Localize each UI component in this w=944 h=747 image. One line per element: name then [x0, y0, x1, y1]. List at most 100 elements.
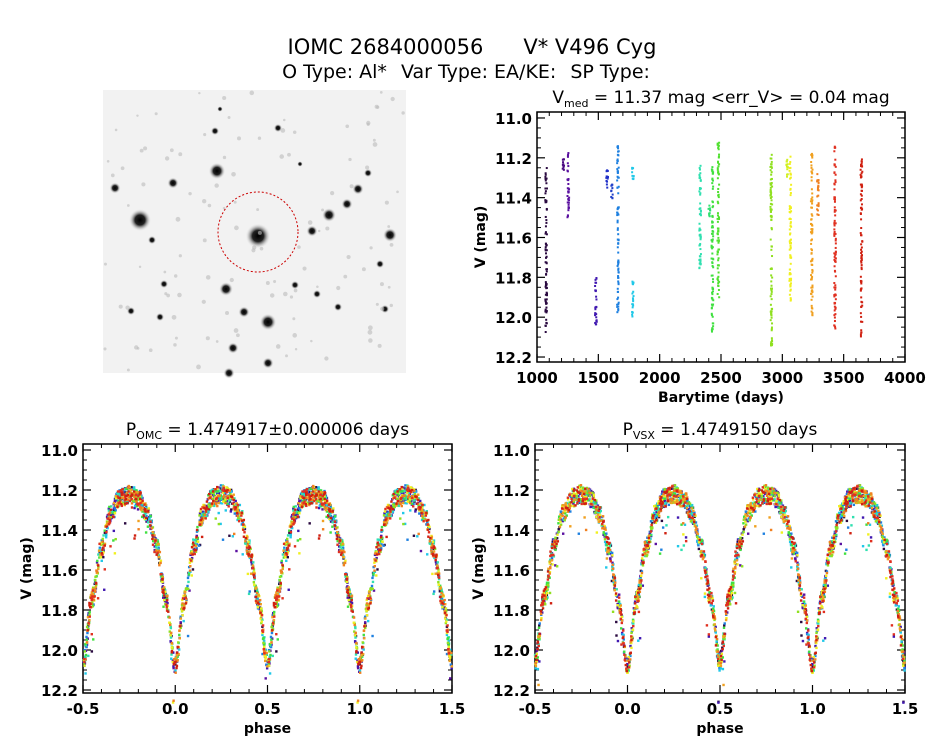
- data-point: [626, 657, 629, 660]
- data-point: [94, 578, 97, 582]
- data-point: [319, 493, 323, 497]
- data-point: [220, 497, 223, 500]
- data-point: [400, 492, 403, 495]
- data-point: [716, 161, 719, 164]
- data-point: [769, 186, 772, 189]
- data-point: [826, 584, 830, 587]
- data-point: [833, 146, 836, 149]
- data-point: [615, 634, 618, 637]
- data-point: [617, 283, 620, 286]
- data-point: [329, 506, 333, 509]
- data-point: [123, 488, 126, 491]
- data-point: [433, 546, 436, 549]
- data-point: [106, 517, 109, 520]
- data-point: [834, 253, 837, 256]
- data-point: [335, 530, 339, 534]
- data-point: [141, 503, 144, 506]
- data-point: [155, 553, 158, 556]
- data-point: [712, 205, 715, 208]
- data-point: [617, 206, 620, 209]
- data-point: [89, 605, 92, 609]
- data-point: [287, 588, 290, 591]
- data-point: [181, 609, 184, 612]
- data-point: [834, 298, 837, 301]
- data-point: [245, 546, 249, 549]
- data-point: [327, 511, 331, 515]
- faint-star: [349, 184, 354, 189]
- data-point: [170, 651, 173, 654]
- data-point: [161, 576, 164, 580]
- faint-star: [154, 112, 158, 116]
- data-point: [169, 626, 173, 630]
- data-point: [333, 520, 337, 523]
- data-point: [259, 611, 262, 614]
- data-point: [711, 286, 714, 289]
- data-point: [771, 185, 774, 188]
- data-point: [347, 598, 350, 602]
- data-point: [594, 285, 597, 288]
- data-point: [95, 569, 98, 572]
- data-point: [716, 293, 719, 296]
- data-point: [346, 588, 350, 592]
- data-point: [244, 542, 247, 545]
- data-point: [165, 605, 168, 609]
- data-point: [235, 549, 238, 553]
- data-point: [214, 495, 217, 499]
- data-point: [252, 561, 255, 564]
- data-point: [105, 525, 108, 528]
- plot-title: PVSX = 1.4749150 days: [623, 420, 818, 442]
- data-point: [174, 669, 177, 672]
- data-point: [699, 237, 702, 240]
- title-subscript: VSX: [633, 429, 656, 442]
- data-point: [377, 538, 381, 542]
- data-point: [256, 604, 260, 607]
- data-point: [299, 497, 302, 500]
- data-point: [116, 501, 119, 504]
- data-point: [785, 160, 788, 163]
- data-point: [699, 168, 702, 171]
- data-point: [261, 624, 265, 627]
- data-point: [265, 653, 269, 656]
- data-point: [136, 503, 140, 506]
- data-point: [800, 634, 803, 637]
- data-point: [770, 293, 773, 296]
- data-point: [762, 532, 766, 535]
- data-point: [834, 306, 837, 309]
- data-point: [214, 488, 217, 491]
- data-point: [817, 607, 821, 610]
- data-point: [410, 499, 413, 503]
- data-point: [631, 306, 634, 309]
- data-point: [566, 155, 569, 158]
- data-point: [244, 536, 248, 540]
- data-point: [420, 502, 423, 505]
- data-point: [417, 498, 420, 502]
- data-point: [145, 508, 148, 512]
- data-point: [653, 513, 657, 516]
- data-point: [383, 519, 386, 522]
- data-point: [311, 495, 315, 499]
- title-name: V* V496 Cyg: [523, 35, 656, 59]
- data-point: [148, 517, 151, 521]
- data-point: [228, 488, 231, 491]
- data-point: [717, 284, 720, 287]
- data-point: [242, 524, 245, 528]
- title-symbol: P: [126, 420, 136, 440]
- data-point: [417, 505, 421, 509]
- faint-star: [368, 338, 373, 343]
- data-point: [425, 523, 428, 526]
- data-point: [811, 286, 814, 289]
- data-point: [354, 653, 358, 656]
- data-point: [788, 293, 791, 296]
- data-point: [442, 601, 445, 604]
- data-point: [278, 595, 281, 598]
- data-point: [717, 145, 720, 148]
- data-point: [616, 145, 619, 148]
- data-point: [225, 490, 228, 494]
- data-point: [134, 504, 137, 507]
- data-point: [605, 176, 608, 179]
- data-point: [256, 606, 260, 609]
- data-point: [717, 239, 720, 242]
- data-point: [425, 511, 428, 514]
- data-point: [186, 576, 190, 580]
